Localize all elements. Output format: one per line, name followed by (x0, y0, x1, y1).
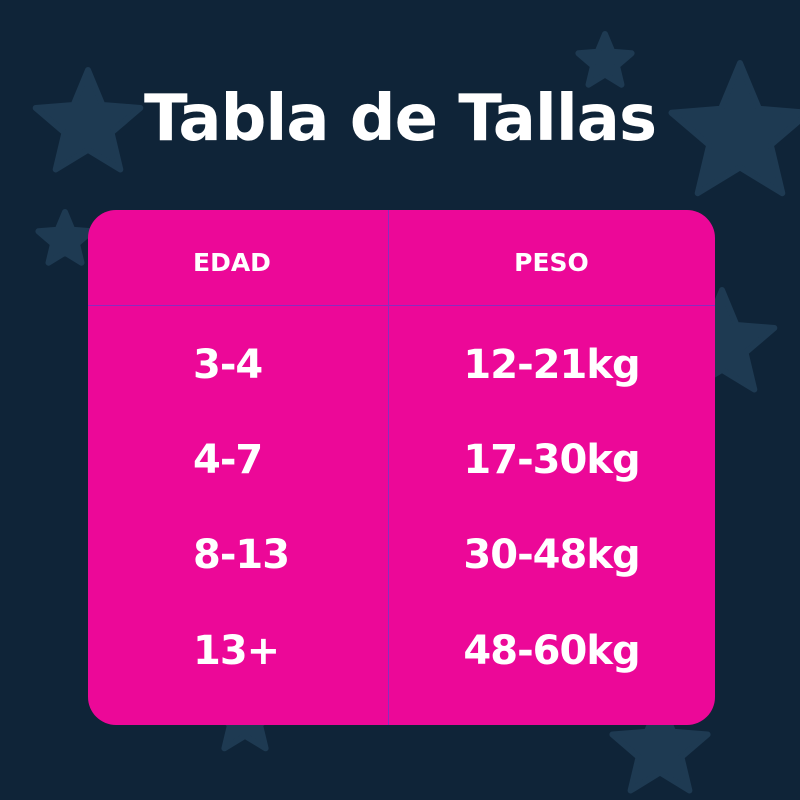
page-title: Tabla de Tallas (143, 82, 657, 156)
header-edad: EDAD (193, 248, 271, 277)
cell-age: 13+ (193, 628, 280, 674)
column-divider (388, 210, 389, 725)
star-icon (668, 60, 800, 197)
star-icon (32, 67, 144, 173)
cell-weight: 30-48kg (463, 532, 640, 578)
cell-weight: 12-21kg (463, 342, 640, 388)
header-peso: PESO (514, 248, 589, 277)
star-icon (35, 209, 95, 266)
star-icon (575, 31, 635, 88)
header-divider (88, 305, 715, 306)
cell-age: 8-13 (193, 532, 290, 578)
cell-age: 4-7 (193, 437, 263, 483)
cell-weight: 48-60kg (463, 628, 640, 674)
cell-weight: 17-30kg (463, 437, 640, 483)
star-icon (609, 697, 711, 794)
cell-age: 3-4 (193, 342, 263, 388)
size-table: EDAD PESO 3-4 12-21kg 4-7 17-30kg 8-13 3… (88, 210, 715, 725)
